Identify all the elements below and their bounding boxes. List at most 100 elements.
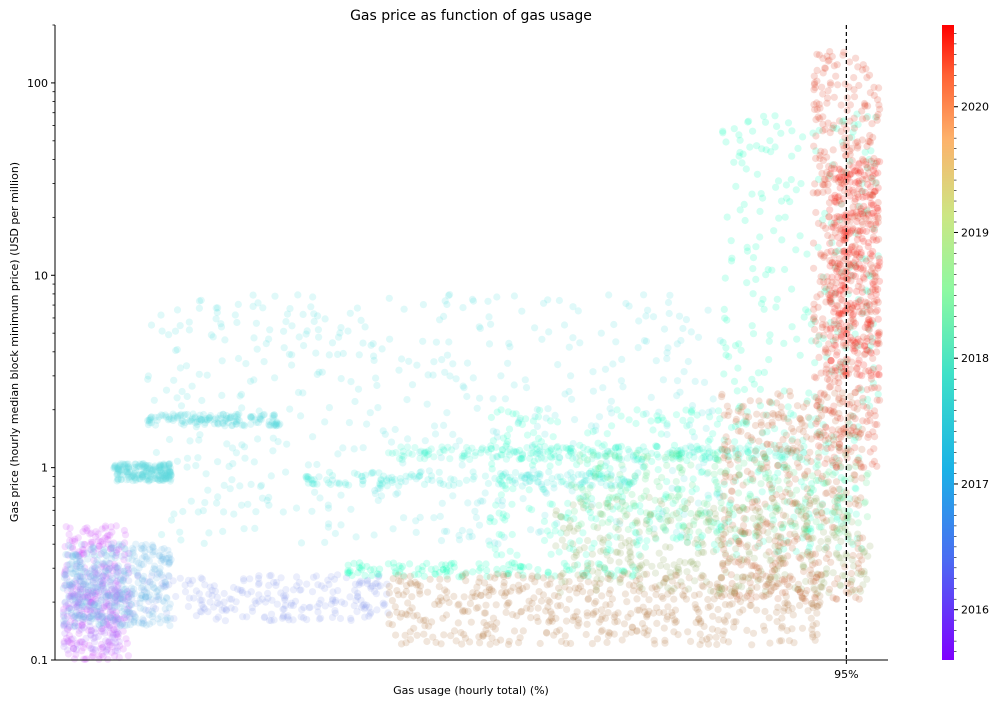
scatter-point [289, 586, 298, 594]
scatter-point [722, 551, 730, 560]
scatter-point [213, 593, 221, 601]
scatter-point [89, 610, 97, 618]
scatter-point [155, 472, 163, 480]
scatter-point [397, 478, 405, 486]
scatter-point [584, 429, 592, 437]
scatter-point [613, 406, 621, 414]
scatter-point [212, 414, 220, 422]
scatter-point [272, 422, 280, 430]
scatter-point [309, 293, 317, 301]
scatter-point [124, 569, 132, 578]
scatter-point [554, 418, 562, 426]
scatter-point [72, 560, 80, 569]
scatter-point [89, 649, 97, 657]
scatter-point [86, 617, 94, 626]
scatter-point [102, 584, 110, 592]
scatter-point [365, 612, 373, 620]
scatter-point [721, 522, 729, 530]
scatter-point [235, 410, 243, 418]
scatter-point [487, 320, 495, 328]
scatter-point [545, 328, 553, 336]
scatter-point [452, 442, 460, 450]
scatter-point [219, 410, 227, 418]
scatter-point [401, 631, 409, 640]
scatter-point [88, 645, 96, 653]
scatter-point [683, 527, 691, 535]
scatter-point [114, 467, 122, 475]
scatter-point [125, 475, 133, 483]
scatter-point [113, 470, 121, 479]
scatter-point [213, 599, 222, 607]
scatter-point [582, 476, 590, 484]
scatter-point [149, 580, 157, 588]
scatter-point [624, 555, 632, 563]
scatter-point [649, 313, 658, 321]
scatter-point [80, 549, 88, 557]
scatter-point [90, 634, 98, 642]
scatter-point [721, 274, 729, 282]
scatter-point [98, 650, 106, 659]
scatter-point [202, 470, 210, 478]
scatter-point [499, 481, 507, 489]
scatter-point [105, 638, 113, 647]
scatter-point [151, 466, 160, 474]
scatter-point [117, 460, 125, 468]
scatter-point [162, 386, 171, 394]
scatter-point [803, 485, 811, 493]
scatter-point [100, 547, 108, 555]
scatter-point [552, 542, 560, 550]
scatter-point [148, 470, 156, 478]
scatter-point [142, 462, 150, 470]
scatter-point [441, 297, 449, 305]
scatter-point [197, 608, 206, 616]
scatter-point [133, 569, 141, 577]
scatter-point [160, 476, 168, 485]
scatter-point [672, 411, 681, 419]
scatter-point [567, 449, 575, 457]
scatter-point [266, 326, 274, 334]
scatter-point [150, 463, 159, 471]
scatter-point [115, 542, 123, 550]
scatter-point [72, 604, 80, 612]
scatter-point [298, 606, 306, 614]
scatter-point [116, 622, 124, 630]
scatter-point [101, 591, 109, 599]
scatter-point [146, 465, 154, 473]
scatter-points [59, 48, 884, 664]
scatter-point [623, 511, 631, 519]
scatter-point [522, 478, 530, 487]
scatter-point [588, 567, 597, 575]
scatter-point [264, 594, 272, 602]
scatter-point [86, 546, 94, 554]
scatter-point [99, 619, 108, 627]
scatter-point [160, 472, 168, 480]
scatter-point [212, 304, 220, 312]
scatter-point [220, 604, 228, 613]
scatter-point [74, 534, 82, 542]
scatter-point [533, 471, 541, 479]
scatter-point [579, 443, 587, 452]
scatter-point [121, 589, 129, 597]
scatter-point [515, 416, 524, 424]
scatter-point [522, 384, 531, 392]
scatter-point [772, 303, 780, 311]
scatter-point [768, 421, 777, 429]
scatter-point [491, 539, 499, 547]
scatter-point [660, 579, 668, 587]
scatter-point [69, 583, 77, 591]
scatter-point [325, 580, 333, 589]
scatter-point [75, 604, 83, 612]
scatter-point [149, 548, 157, 556]
scatter-point [74, 614, 82, 622]
scatter-point [625, 448, 634, 456]
scatter-point [364, 576, 372, 584]
scatter-point [812, 507, 820, 516]
scatter-point [414, 580, 422, 589]
scatter-point [227, 413, 235, 421]
scatter-point [107, 523, 115, 531]
scatter-point [77, 611, 85, 620]
scatter-point [637, 494, 645, 502]
scatter-point [257, 481, 266, 489]
scatter-point [112, 522, 120, 530]
scatter-point [138, 470, 146, 478]
